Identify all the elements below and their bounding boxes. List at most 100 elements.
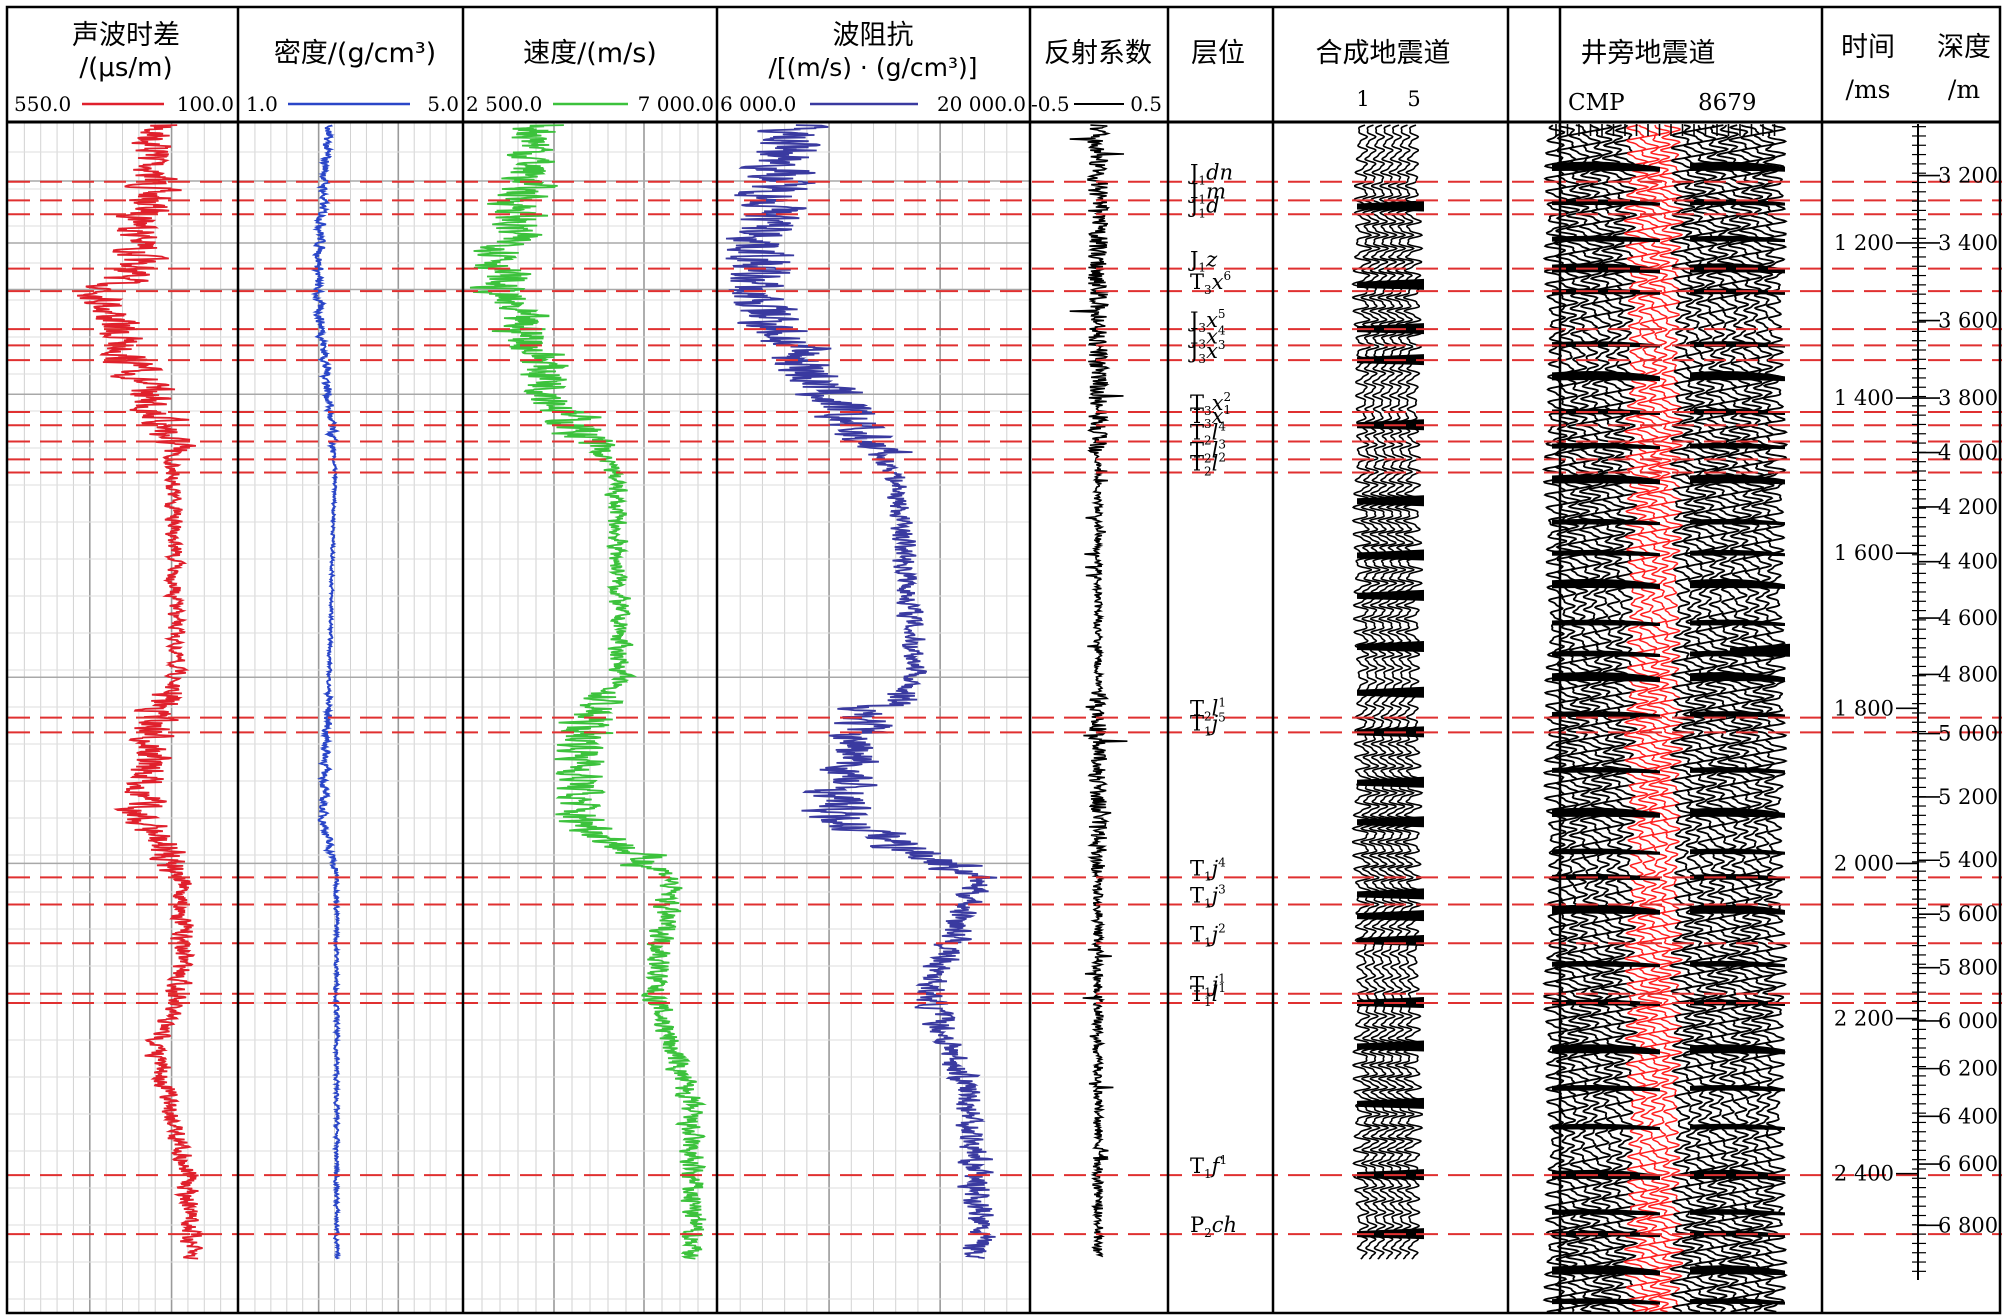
seismic-peak <box>1552 1298 1660 1305</box>
seismic-peak <box>1690 442 1785 450</box>
synthetic-title: 合成地震道 <box>1316 38 1451 69</box>
seismic-peak <box>1690 161 1785 172</box>
horizon-label: P2ch <box>1190 1213 1237 1240</box>
seismic-peak <box>1552 474 1660 485</box>
seismic-peak <box>1690 711 1785 718</box>
horizon-label: T1j1 <box>1190 972 1226 1000</box>
svg-text:T2l2: T2l2 <box>1190 451 1226 479</box>
impedance-curve <box>725 124 998 1259</box>
synthetic-peak <box>1357 1040 1424 1052</box>
seismic-peak <box>1552 1084 1660 1092</box>
horizon-label: T1l1 <box>1190 981 1226 1009</box>
vel-title: 速度/(m/s) <box>523 38 657 69</box>
horizon-label: T1j3 <box>1190 883 1226 911</box>
svg-text:J3x5: J3x5 <box>1188 307 1226 335</box>
horizon-label: J3x3 <box>1188 338 1226 366</box>
seismic-peak <box>1690 235 1785 243</box>
seismic-peak <box>1690 1209 1785 1216</box>
seismic-trace-red <box>1622 124 1651 1313</box>
seismic-peak <box>1552 960 1660 968</box>
horizon-label: T2l3 <box>1190 437 1226 465</box>
seismic-peak <box>1690 474 1785 485</box>
seismic-peak <box>1690 1298 1785 1305</box>
seismic-peak <box>1552 1044 1660 1055</box>
vel-min-label: 2 500.0 <box>466 92 542 116</box>
depth-tick-label: 3 800 <box>1938 386 1998 410</box>
depth-title: 深度 <box>1937 32 1991 63</box>
time-tick-label: 1 800 <box>1834 696 1894 720</box>
synthetic-peak <box>1357 816 1424 828</box>
svg-text:T1l1: T1l1 <box>1190 981 1226 1009</box>
time-tick-label: 1 400 <box>1834 386 1894 410</box>
depth-tick-label: 5 400 <box>1938 848 1998 872</box>
outer-border <box>5 5 2002 1315</box>
seismic-trace <box>1680 124 1708 1313</box>
depth-tick-label: 5 800 <box>1938 956 1998 980</box>
horizon-label: T1j4 <box>1190 855 1226 883</box>
svg-text:T2l4: T2l4 <box>1190 420 1226 448</box>
depth-tick-label: 4 600 <box>1938 606 1998 630</box>
seismic-peak <box>1690 960 1785 968</box>
seismic-peak <box>1552 263 1660 274</box>
seismic-cmp-label: CMP <box>1568 90 1625 116</box>
time-depth-axis: 1 200 1 400 1 600 1 800 2 000 2 200 2 400 3 200… <box>1834 124 1998 1280</box>
depth-tick-label: 3 200 <box>1938 164 1998 188</box>
time-tick-label: 1 600 <box>1834 541 1894 565</box>
seismic-peak <box>1690 848 1785 855</box>
seismic-trace <box>1565 124 1594 1312</box>
seismic-peak <box>1552 371 1660 382</box>
horizon-label: T1f1 <box>1190 1153 1227 1181</box>
horizon-label: T1j5 <box>1190 710 1226 738</box>
horizon-labels: J1dnJ1mJ1dJ1zT3x6J3x5J3x4J3x3T3x2T3x1T2l… <box>1188 161 1237 1240</box>
seismic-peak <box>1552 235 1660 243</box>
seismic-peak <box>1552 848 1660 855</box>
seismic-peak <box>1552 904 1660 915</box>
depth-tick-label: 6 200 <box>1938 1057 1998 1081</box>
svg-text:T1j3: T1j3 <box>1190 883 1226 911</box>
seismic-peak <box>1690 619 1785 626</box>
seismic-peak <box>1552 671 1660 683</box>
imp-max-label: 20 000.0 <box>937 92 1026 116</box>
depth-tick-label: 3 600 <box>1938 309 1998 333</box>
synthetic-peak <box>1357 549 1424 561</box>
seismic-peak <box>1552 999 1660 1007</box>
synthetic-tick-1: 1 <box>1356 87 1369 111</box>
horizon-title: 层位 <box>1191 38 1245 69</box>
depth-tick-label: 6 800 <box>1938 1213 1998 1237</box>
seismic-peak <box>1690 1084 1785 1092</box>
horizon-label: T2l1 <box>1190 696 1226 724</box>
seismic-peak <box>1690 549 1785 557</box>
svg-text:T3x2: T3x2 <box>1190 390 1231 418</box>
seismic-peak <box>1552 161 1660 172</box>
time-tick-label: 1 200 <box>1834 231 1894 255</box>
synthetic-peak <box>1357 278 1424 290</box>
depth-tick-label: 4 400 <box>1938 550 1998 574</box>
synthetic-peak <box>1357 888 1424 900</box>
seismic-trace-red <box>1657 124 1685 1313</box>
ac-max-label: 100.0 <box>177 92 234 116</box>
synthetic-peak <box>1357 1097 1424 1109</box>
seismic-peak <box>1552 650 1660 658</box>
seismic-peak <box>1690 807 1785 818</box>
horizon-label: J1m <box>1188 179 1226 206</box>
imp-title: 波阻抗 <box>833 20 914 51</box>
svg-text:J1d: J1d <box>1188 193 1220 220</box>
synthetic-peak <box>1357 934 1424 946</box>
depth-tick-label: 5 200 <box>1938 785 1998 809</box>
reflection-coefficient-curve <box>1069 124 1128 1258</box>
svg-text:T1j1: T1j1 <box>1190 972 1226 1000</box>
svg-text:T1f1: T1f1 <box>1190 1153 1227 1181</box>
seismic-peak <box>1730 643 1790 657</box>
depth-tick-label: 5 000 <box>1938 722 1998 746</box>
depth-tick-label: 6 000 <box>1938 1009 1998 1033</box>
seismic-peak <box>1552 874 1660 881</box>
svg-text:J1m: J1m <box>1188 179 1226 206</box>
seismic-trace <box>1725 124 1754 1313</box>
horizon-label: J1d <box>1188 193 1220 220</box>
svg-text:T2l1: T2l1 <box>1190 696 1226 724</box>
horizon-label: T1j2 <box>1190 921 1226 949</box>
svg-text:J1z: J1z <box>1188 248 1218 275</box>
den-min-label: 1.0 <box>246 92 278 116</box>
seismic-trace <box>1588 124 1616 1313</box>
rc-title: 反射系数 <box>1044 38 1152 69</box>
